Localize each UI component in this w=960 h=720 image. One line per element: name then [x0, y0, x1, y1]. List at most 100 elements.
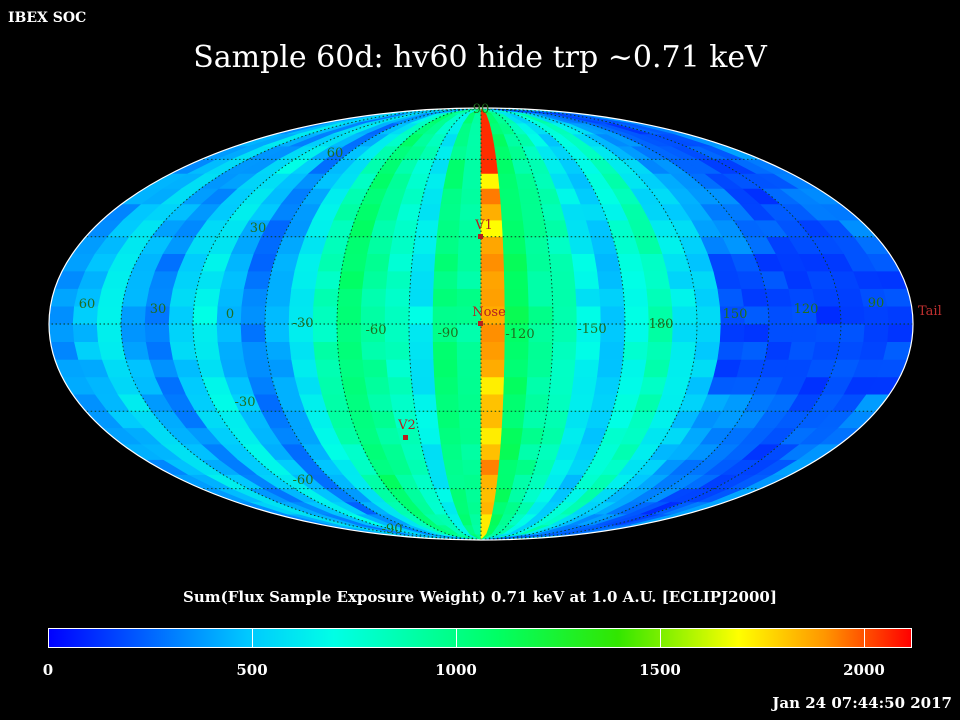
map-title: Sample 60d: hv60 hide trp ~0.71 keV [193, 40, 767, 75]
sky-pixel [887, 323, 913, 343]
lon-label-0: 0 [226, 307, 234, 322]
sky-pixel [367, 236, 394, 255]
sky-pixel [193, 341, 221, 360]
lon-label-minus-90: -90 [438, 326, 459, 341]
sky-pixel [501, 219, 526, 238]
sky-pixel [480, 488, 497, 503]
v1-marker [478, 234, 483, 239]
sky-pixel [289, 341, 316, 360]
sky-pixel [788, 341, 817, 360]
sky-pixel [552, 323, 578, 343]
sky-pixel [317, 376, 346, 395]
sky-pixel [597, 270, 624, 289]
sky-pixel [50, 288, 79, 307]
lon-label-90: 90 [868, 296, 885, 311]
longitude-gridline [408, 108, 482, 540]
sky-pixel [169, 288, 198, 307]
sky-pixel [457, 236, 482, 255]
sky-pixel [412, 236, 438, 255]
sky-pixel [49, 305, 75, 325]
sky-pixel [457, 359, 482, 378]
sky-pixel [546, 236, 573, 255]
sky-pixel [337, 288, 363, 307]
sky-pixel [412, 393, 438, 412]
sky-pixel [719, 323, 746, 343]
sky-pixel [743, 305, 770, 325]
nose-label: Nose [472, 305, 506, 320]
sky-pixel [551, 341, 577, 360]
sky-pixel [524, 393, 550, 412]
sky-pixel [337, 341, 363, 360]
sky-pixel [743, 323, 770, 343]
sky-pixel [440, 188, 463, 205]
sky-pixel [550, 270, 577, 289]
sky-pixel [528, 305, 554, 325]
sky-pixel [548, 376, 575, 395]
sky-pixel [436, 410, 461, 429]
sky-pixel [408, 323, 434, 343]
lon-label-minus-30: -30 [293, 316, 314, 331]
sky-pixel [384, 305, 410, 325]
sky-pixel [480, 145, 497, 160]
sky-pixel [546, 393, 573, 412]
sky-pixel [695, 305, 722, 325]
sky-pixel [241, 288, 269, 307]
lon-label-minus-150: -150 [577, 322, 606, 337]
sky-pixel [839, 305, 866, 325]
lat-label-minus-60: -60 [293, 473, 314, 488]
colorbar-tick-2000: 2000 [843, 661, 885, 679]
sky-pixel [575, 341, 601, 360]
tail-label: Tail [918, 304, 942, 319]
sky-pixel [690, 359, 719, 378]
sky-pixel [550, 359, 577, 378]
sky-pixel [389, 236, 416, 255]
sky-pixel [434, 376, 459, 395]
sky-pixel [294, 376, 323, 395]
sky-pixel [693, 341, 721, 360]
sky-pixel [503, 253, 528, 272]
sky-pixel [622, 341, 649, 360]
map-outline [48, 107, 914, 541]
sky-pixel [497, 173, 519, 189]
sky-pixel [741, 341, 769, 360]
sky-pixel [456, 341, 482, 360]
sky-pixel [446, 159, 466, 174]
sky-pixel [480, 323, 506, 343]
sky-pixel [433, 359, 459, 378]
sky-pixel [666, 359, 695, 378]
sky-pixel [526, 376, 552, 395]
sky-pixel [500, 203, 524, 221]
sky-pixel [551, 288, 577, 307]
sky-pixel [480, 188, 502, 205]
lon-label-30: 30 [150, 302, 167, 317]
sky-pixel [624, 305, 650, 325]
sky-pixel [502, 393, 527, 412]
sky-pixel [220, 359, 249, 378]
sky-pixel [120, 305, 147, 325]
sky-pixel [573, 359, 600, 378]
sky-pixel [620, 359, 648, 378]
sky-pixel [543, 410, 570, 429]
sky-pixel [192, 305, 219, 325]
sky-pixel [480, 410, 504, 429]
colorbar-tick-0: 0 [42, 661, 54, 679]
sky-pixel [643, 359, 671, 378]
lat-label-60: 60 [327, 146, 344, 161]
sky-pixel [344, 236, 372, 255]
sky-pixel [313, 341, 340, 360]
colorbar-divider [252, 629, 253, 647]
sky-pixel [672, 305, 698, 325]
sky-pixel [410, 376, 436, 395]
sky-pixel [385, 270, 412, 289]
sky-pixel [465, 145, 482, 160]
v1-label: V1 [474, 218, 493, 233]
lat-label-minus-30: -30 [235, 395, 256, 410]
sky-pixel [389, 393, 416, 412]
sky-pixel [458, 410, 482, 429]
sky-pixel [370, 410, 398, 429]
sky-pixel [594, 376, 621, 395]
sky-pixel [499, 188, 522, 205]
sky-pixel [432, 305, 458, 325]
sky-pixel [457, 253, 482, 272]
sky-pixel [409, 359, 435, 378]
